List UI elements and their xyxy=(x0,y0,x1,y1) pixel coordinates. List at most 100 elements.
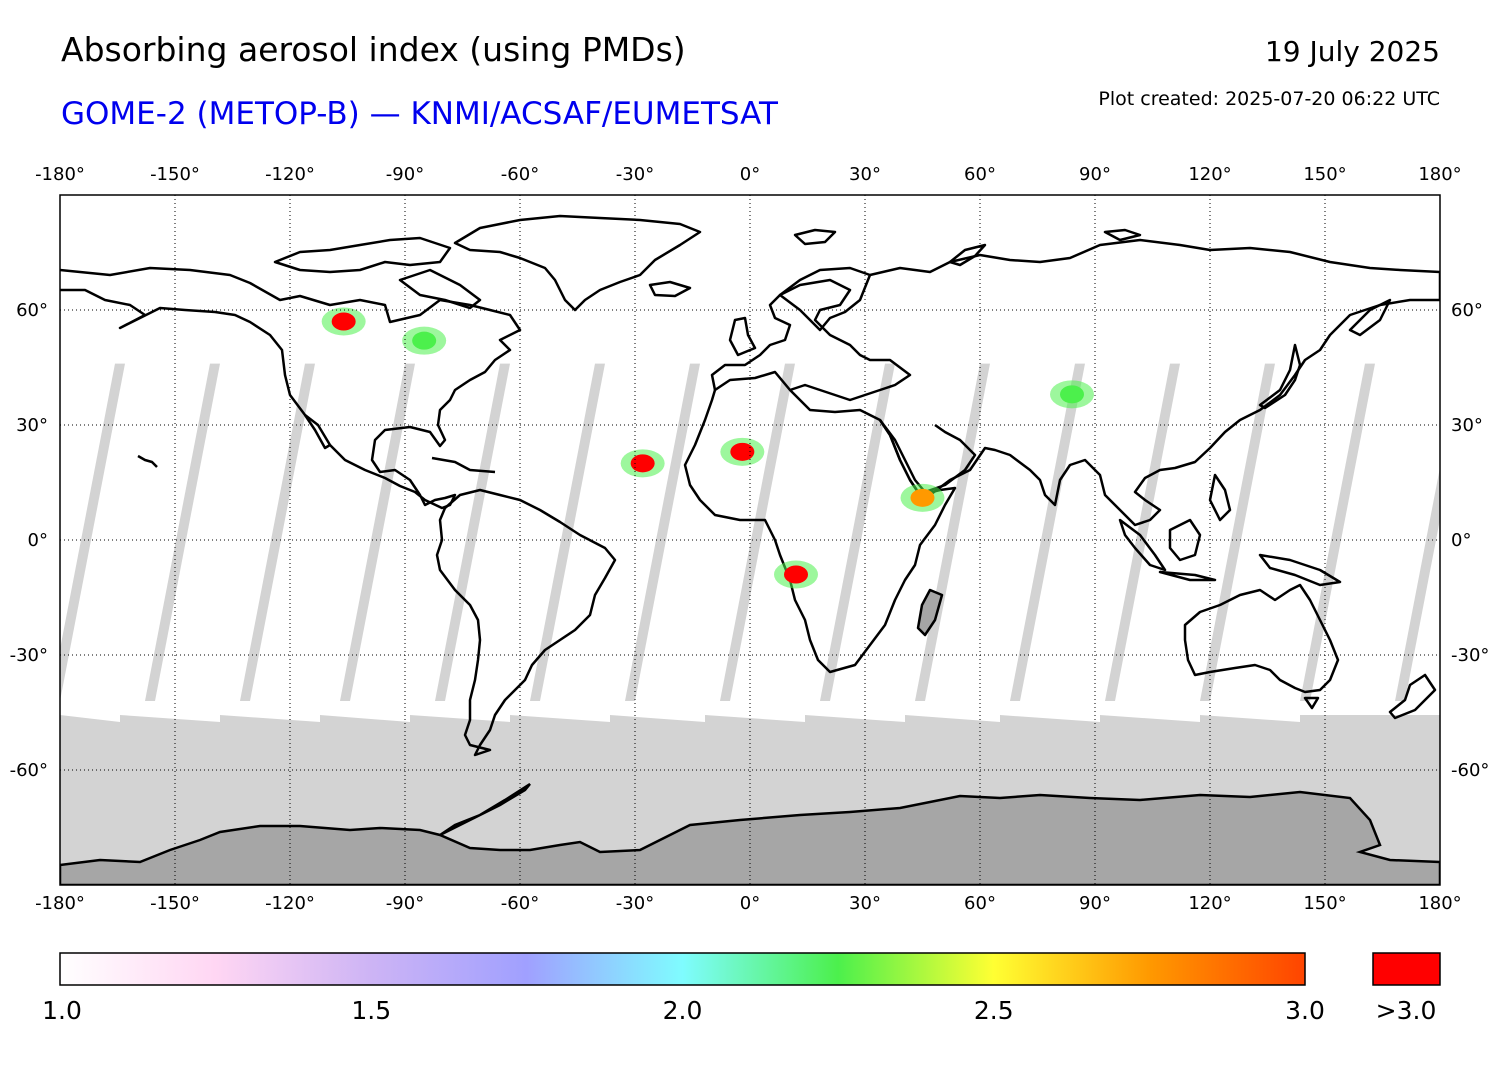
swath-gap xyxy=(530,363,605,701)
map-frame xyxy=(59,194,1441,886)
lon-tick-label-top: 180° xyxy=(1418,164,1461,185)
colorbar-tick-label: 1.0 xyxy=(42,996,82,1025)
colorbar-overflow-label: >3.0 xyxy=(1376,996,1437,1025)
antarctic-peninsula xyxy=(439,782,531,837)
map-date: 19 July 2025 xyxy=(1264,35,1440,68)
iceland-coast xyxy=(648,280,692,298)
swath-gap xyxy=(340,363,415,701)
swath-gap xyxy=(1010,363,1085,701)
swath-gap xyxy=(1395,467,1440,701)
graticule xyxy=(60,195,1440,885)
canada-smoke-tail-core xyxy=(412,331,437,350)
lat-tick-label-right: -30° xyxy=(1451,645,1489,666)
hawaii-coast xyxy=(137,454,158,468)
new-guinea-coast xyxy=(1258,553,1342,587)
africa-coast xyxy=(683,370,957,674)
swath-gap xyxy=(720,363,795,701)
map-area xyxy=(60,195,1440,885)
svalbard-coast xyxy=(793,228,837,246)
swath-gap xyxy=(60,363,125,701)
aerosol-plumes xyxy=(321,307,1094,589)
colorbar-tick-label: 2.0 xyxy=(663,996,703,1025)
lon-tick-label-top: -120° xyxy=(265,164,315,185)
lon-tick-label-top: 120° xyxy=(1188,164,1231,185)
colorbar-tick-labels: 1.0 1.5 2.0 2.5 3.0 xyxy=(42,996,1325,1025)
lat-tick-label-right: 60° xyxy=(1451,300,1483,321)
lat-tick-label-left: -30° xyxy=(10,645,48,666)
colorbar-tick-label: 1.5 xyxy=(351,996,391,1025)
coastlines xyxy=(60,214,1440,757)
central-asia-dust-core xyxy=(1060,385,1084,404)
lat-tick-label-right: 0° xyxy=(1451,530,1471,551)
lon-tick-label-bottom: -90° xyxy=(386,893,424,914)
lon-tick-label-bottom: -150° xyxy=(150,893,200,914)
swath-gap xyxy=(625,363,700,701)
lon-tick-label-top: -60° xyxy=(501,164,539,185)
map-subtitle: GOME-2 (METOP-B) — KNMI/ACSAF/EUMETSAT xyxy=(61,96,778,132)
colorbar-overflow-box xyxy=(1372,952,1441,986)
novaya-zemlya-coast xyxy=(948,243,987,267)
lon-tick-label-bottom: 150° xyxy=(1303,893,1346,914)
lat-tick-label-left: 30° xyxy=(16,415,48,436)
lon-tick-label-top: 60° xyxy=(964,164,996,185)
caribbean-islands-coast xyxy=(431,456,496,474)
greenland-coast xyxy=(453,214,702,312)
lon-tick-label-top: 90° xyxy=(1079,164,1111,185)
lon-tick-label-top: 150° xyxy=(1303,164,1346,185)
lat-tick-label-left: 60° xyxy=(16,300,48,321)
lon-tick-label-bottom: -180° xyxy=(35,893,85,914)
lon-tick-label-top: -90° xyxy=(386,164,424,185)
colorbar-gradient xyxy=(59,952,1306,986)
atlantic-dust-core xyxy=(630,454,655,473)
lon-tick-label-top: 30° xyxy=(849,164,881,185)
swath-gap xyxy=(1200,363,1275,701)
lon-tick-label-top: -30° xyxy=(616,164,654,185)
lat-tick-label-right: -60° xyxy=(1451,760,1489,781)
swath-gap xyxy=(1105,363,1180,701)
lon-tick-label-bottom: -30° xyxy=(616,893,654,914)
plot-created-timestamp: Plot created: 2025-07-20 06:22 UTC xyxy=(1098,88,1440,110)
baffin-island xyxy=(398,268,482,310)
java-coast xyxy=(1158,570,1217,582)
borneo-coast xyxy=(1168,518,1202,562)
lon-tick-label-bottom: -60° xyxy=(501,893,539,914)
swath-gap xyxy=(240,363,315,701)
arabian-dust-core xyxy=(910,488,935,507)
british-isles-coast xyxy=(728,316,757,357)
lat-tick-label-left: 0° xyxy=(28,530,48,551)
lon-tick-label-bottom: 60° xyxy=(964,893,996,914)
tasmania-coast xyxy=(1303,696,1320,710)
south-america-coast xyxy=(435,488,617,757)
lat-tick-label-left: -60° xyxy=(10,760,48,781)
swath-gap xyxy=(820,363,895,701)
colorbar: 1.0 1.5 2.0 2.5 3.0 >3.0 xyxy=(42,952,1441,1025)
swath-gap xyxy=(145,363,220,701)
philippines-coast xyxy=(1208,473,1232,522)
sahara-dust-core xyxy=(730,442,755,461)
lat-tick-label-right: 30° xyxy=(1451,415,1483,436)
lon-tick-label-bottom: -120° xyxy=(265,893,315,914)
swath-gap xyxy=(435,363,510,701)
tick-labels: -180° -180° -150° -150° -120° -120° -90° -90° -6… xyxy=(10,164,1490,914)
severnaya-zemlya-coast xyxy=(1103,228,1142,242)
map-title: Absorbing aerosol index (using PMDs) xyxy=(61,30,686,69)
lon-tick-label-bottom: 0° xyxy=(740,893,760,914)
lon-tick-label-bottom: 30° xyxy=(849,893,881,914)
lon-tick-label-top: 0° xyxy=(740,164,760,185)
lon-tick-label-top: -150° xyxy=(150,164,200,185)
lon-tick-label-bottom: 90° xyxy=(1079,893,1111,914)
scandinavia-coast xyxy=(778,266,872,332)
lon-tick-label-bottom: 120° xyxy=(1188,893,1231,914)
japan-coast xyxy=(1258,343,1302,410)
madagascar-coast xyxy=(916,588,944,637)
sumatra-coast xyxy=(1118,518,1167,572)
lon-tick-label-bottom: 180° xyxy=(1418,893,1461,914)
colorbar-tick-label: 2.5 xyxy=(974,996,1014,1025)
new-zealand-coast xyxy=(1388,673,1437,720)
arabian-peninsula-coast xyxy=(879,419,977,494)
arctic-archipelago xyxy=(273,236,452,274)
north-america-coast xyxy=(60,266,522,510)
canada-smoke-core xyxy=(331,312,356,331)
colorbar-tick-label: 3.0 xyxy=(1285,996,1325,1025)
